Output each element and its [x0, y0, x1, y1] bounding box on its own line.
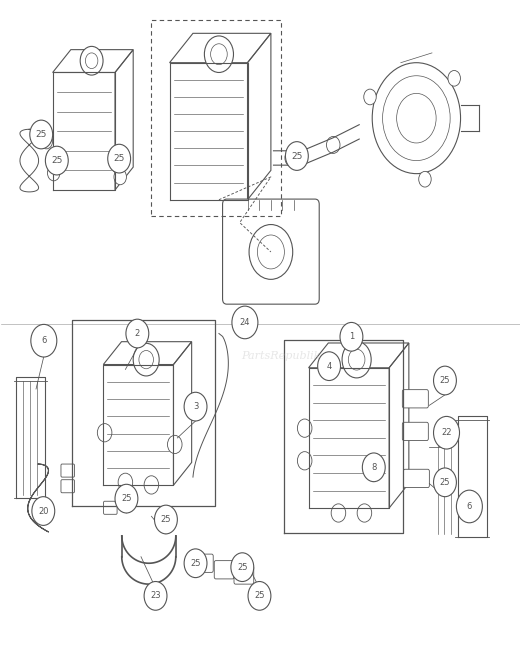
FancyBboxPatch shape — [402, 422, 428, 441]
Circle shape — [108, 145, 131, 173]
Circle shape — [340, 322, 363, 351]
Circle shape — [331, 504, 346, 522]
Text: 25: 25 — [237, 562, 247, 572]
Text: 6: 6 — [467, 502, 472, 511]
Circle shape — [364, 89, 376, 105]
Circle shape — [144, 581, 167, 610]
Circle shape — [31, 324, 57, 357]
Text: 24: 24 — [240, 318, 250, 327]
Circle shape — [30, 120, 53, 149]
Circle shape — [433, 417, 460, 449]
Circle shape — [46, 150, 59, 165]
Text: 25: 25 — [114, 154, 125, 163]
FancyBboxPatch shape — [403, 470, 429, 487]
Circle shape — [448, 71, 461, 86]
Circle shape — [155, 505, 177, 534]
Circle shape — [32, 496, 55, 525]
Circle shape — [167, 436, 182, 454]
Circle shape — [184, 392, 207, 421]
Circle shape — [419, 171, 431, 187]
Circle shape — [357, 504, 371, 522]
Circle shape — [231, 553, 254, 581]
Circle shape — [285, 150, 299, 167]
FancyBboxPatch shape — [104, 501, 117, 514]
Text: 25: 25 — [440, 478, 450, 487]
Circle shape — [433, 366, 456, 395]
Text: 25: 25 — [35, 130, 47, 139]
Circle shape — [115, 484, 138, 513]
Circle shape — [342, 341, 371, 378]
Circle shape — [204, 36, 233, 73]
Text: 20: 20 — [38, 507, 48, 515]
Text: 1: 1 — [349, 332, 354, 341]
Circle shape — [133, 343, 159, 376]
Circle shape — [327, 137, 340, 154]
Circle shape — [111, 158, 124, 173]
Circle shape — [114, 169, 127, 184]
FancyBboxPatch shape — [402, 390, 428, 408]
FancyBboxPatch shape — [234, 566, 254, 584]
Circle shape — [45, 146, 68, 175]
FancyBboxPatch shape — [61, 464, 75, 477]
Circle shape — [40, 133, 53, 149]
Circle shape — [47, 165, 60, 181]
Circle shape — [318, 352, 341, 381]
FancyBboxPatch shape — [61, 480, 75, 492]
Text: 25: 25 — [51, 156, 63, 165]
FancyBboxPatch shape — [193, 554, 213, 572]
Circle shape — [184, 549, 207, 577]
Circle shape — [297, 419, 312, 438]
Text: PartsRepublik: PartsRepublik — [242, 351, 321, 362]
Circle shape — [97, 424, 112, 442]
Text: 6: 6 — [41, 336, 46, 345]
Text: 25: 25 — [254, 591, 265, 600]
FancyBboxPatch shape — [222, 199, 319, 304]
Circle shape — [456, 490, 482, 523]
Circle shape — [248, 581, 271, 610]
Text: 3: 3 — [193, 402, 198, 411]
Circle shape — [232, 306, 258, 339]
Text: 25: 25 — [190, 559, 201, 568]
Circle shape — [286, 142, 308, 171]
Text: 25: 25 — [440, 376, 450, 385]
Text: 22: 22 — [441, 428, 452, 438]
Circle shape — [144, 476, 159, 494]
FancyBboxPatch shape — [214, 560, 234, 579]
Text: 23: 23 — [150, 591, 161, 600]
Text: 2: 2 — [135, 329, 140, 338]
Circle shape — [362, 453, 385, 481]
Circle shape — [372, 63, 461, 173]
Circle shape — [118, 473, 133, 491]
Text: 25: 25 — [121, 494, 132, 503]
Circle shape — [433, 468, 456, 496]
Text: 25: 25 — [160, 515, 171, 524]
Text: 25: 25 — [291, 152, 303, 160]
Text: 8: 8 — [371, 463, 377, 472]
Circle shape — [126, 319, 149, 348]
Circle shape — [297, 452, 312, 470]
Circle shape — [80, 46, 103, 75]
Text: 4: 4 — [327, 362, 332, 371]
